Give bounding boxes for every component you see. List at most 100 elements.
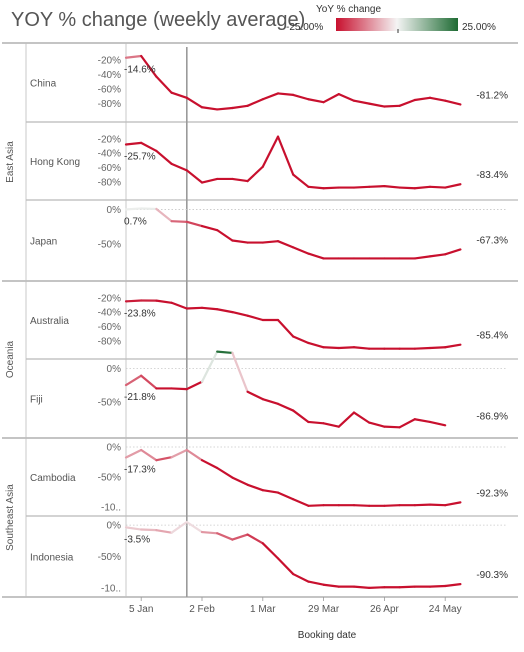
series-segment — [124, 526, 143, 531]
series-segment — [368, 586, 386, 589]
series-segment — [322, 346, 340, 350]
x-tick-label: 24 May — [429, 604, 462, 615]
series-segment — [444, 99, 462, 106]
series-segment — [276, 240, 295, 249]
series-segment — [261, 92, 280, 101]
series-segment — [413, 503, 432, 507]
panel-japan: Japan 0% -50% 0.7% -67.3% — [30, 205, 508, 260]
series-segment — [276, 135, 295, 176]
y-tick-label: -80% — [98, 336, 121, 347]
series-segment — [231, 476, 249, 486]
x-axis-title: Booking date — [298, 630, 357, 641]
series-segment — [170, 91, 188, 99]
y-tick-label: -40% — [98, 149, 121, 160]
series-segment — [216, 350, 234, 355]
y-tick-label: -60% — [98, 322, 121, 333]
series-segment — [276, 92, 295, 96]
y-tick-label: -60% — [98, 85, 121, 96]
series-segment — [261, 135, 280, 168]
panels: East Asia China -20% -40% -60% -80% -14.6% -81.… — [5, 54, 508, 594]
series-segment — [276, 491, 295, 501]
series-segment — [124, 141, 143, 146]
series-segment — [413, 418, 432, 424]
series-segment — [140, 374, 158, 390]
x-tick-label: 26 Apr — [370, 604, 400, 615]
series-segment — [170, 520, 188, 534]
series-segment — [292, 173, 310, 188]
start-value-label: -17.3% — [124, 465, 156, 476]
series-segment — [292, 335, 310, 345]
series-segment — [413, 96, 432, 102]
y-tick-label: -50% — [98, 552, 121, 563]
series-segment — [352, 585, 371, 589]
end-value-label: -85.4% — [476, 331, 508, 342]
series-segment — [200, 530, 219, 535]
series-segment — [155, 529, 173, 534]
series-segment — [292, 246, 310, 255]
series-segment — [307, 252, 325, 260]
series-segment — [216, 106, 234, 111]
series-segment — [124, 374, 143, 387]
category-label: Hong Kong — [30, 157, 80, 168]
series-segment — [307, 580, 325, 586]
end-value-label: -90.3% — [476, 570, 508, 581]
series-segment — [322, 583, 340, 588]
end-value-label: -83.4% — [476, 170, 508, 181]
series-segment — [307, 420, 325, 425]
series-segment — [216, 532, 234, 541]
series-segment — [155, 299, 173, 304]
category-label: Japan — [30, 237, 57, 248]
series-segment — [246, 98, 264, 107]
series-segment — [246, 165, 264, 183]
series-segment — [292, 93, 310, 101]
series-segment — [398, 585, 416, 589]
series-segment — [428, 253, 447, 258]
legend-color-ramp — [336, 18, 458, 31]
series-segment — [200, 177, 219, 184]
series-segment — [231, 351, 249, 393]
series-segment — [383, 425, 401, 429]
series-segment — [155, 456, 173, 462]
start-value-label: 0.7% — [124, 216, 147, 227]
series-segment — [140, 207, 158, 211]
legend-min-label: -25.00% — [286, 22, 323, 33]
series-segment — [322, 422, 340, 428]
series-segment — [246, 533, 264, 545]
y-tick-label: 0% — [107, 205, 122, 216]
category-label: Cambodia — [30, 473, 76, 484]
series-segment — [261, 240, 280, 244]
series-segment — [124, 54, 143, 59]
series-segment — [140, 528, 158, 532]
series-segment — [307, 504, 325, 507]
series-segment — [413, 255, 432, 260]
category-label: Fiji — [30, 395, 43, 406]
panel-cambodia: Cambodia 0% -50% -10.. -17.3% -92.3% — [30, 443, 508, 514]
x-tick-label: 5 Jan — [129, 604, 153, 615]
series-segment — [428, 584, 447, 588]
series-segment — [413, 185, 432, 190]
series-segment — [200, 350, 219, 383]
y-tick-label: -50% — [98, 473, 121, 484]
series-segment — [140, 54, 158, 78]
series-segment — [170, 301, 188, 310]
series-segment — [428, 346, 447, 350]
series-segment — [246, 483, 264, 492]
start-value-label: -3.5% — [124, 534, 150, 545]
end-value-label: -92.3% — [476, 488, 508, 499]
series-segment — [261, 542, 280, 560]
y-tick-label: 0% — [107, 521, 122, 532]
series-segment — [246, 314, 264, 322]
end-value-label: -81.2% — [476, 90, 508, 101]
category-label: Australia — [30, 316, 69, 327]
y-tick-label: -50% — [98, 239, 121, 250]
series-segment — [185, 96, 204, 109]
end-value-label: -67.3% — [476, 235, 508, 246]
series-segment — [140, 141, 158, 153]
series-segment — [428, 420, 447, 427]
series-segment — [368, 102, 386, 108]
series-segment — [383, 185, 401, 189]
series-segment — [428, 96, 447, 102]
series-segment — [444, 501, 462, 507]
series-segment — [444, 343, 462, 349]
series-segment — [428, 503, 447, 507]
